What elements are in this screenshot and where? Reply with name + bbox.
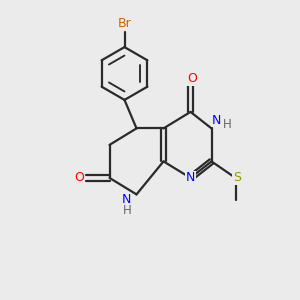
Text: O: O (187, 72, 197, 85)
Text: N: N (122, 193, 132, 206)
Text: H: H (122, 203, 131, 217)
Text: S: S (233, 171, 241, 184)
Text: N: N (212, 113, 221, 127)
Text: N: N (186, 171, 195, 184)
Text: Br: Br (118, 17, 131, 30)
Text: H: H (223, 118, 232, 131)
Text: O: O (74, 171, 84, 184)
